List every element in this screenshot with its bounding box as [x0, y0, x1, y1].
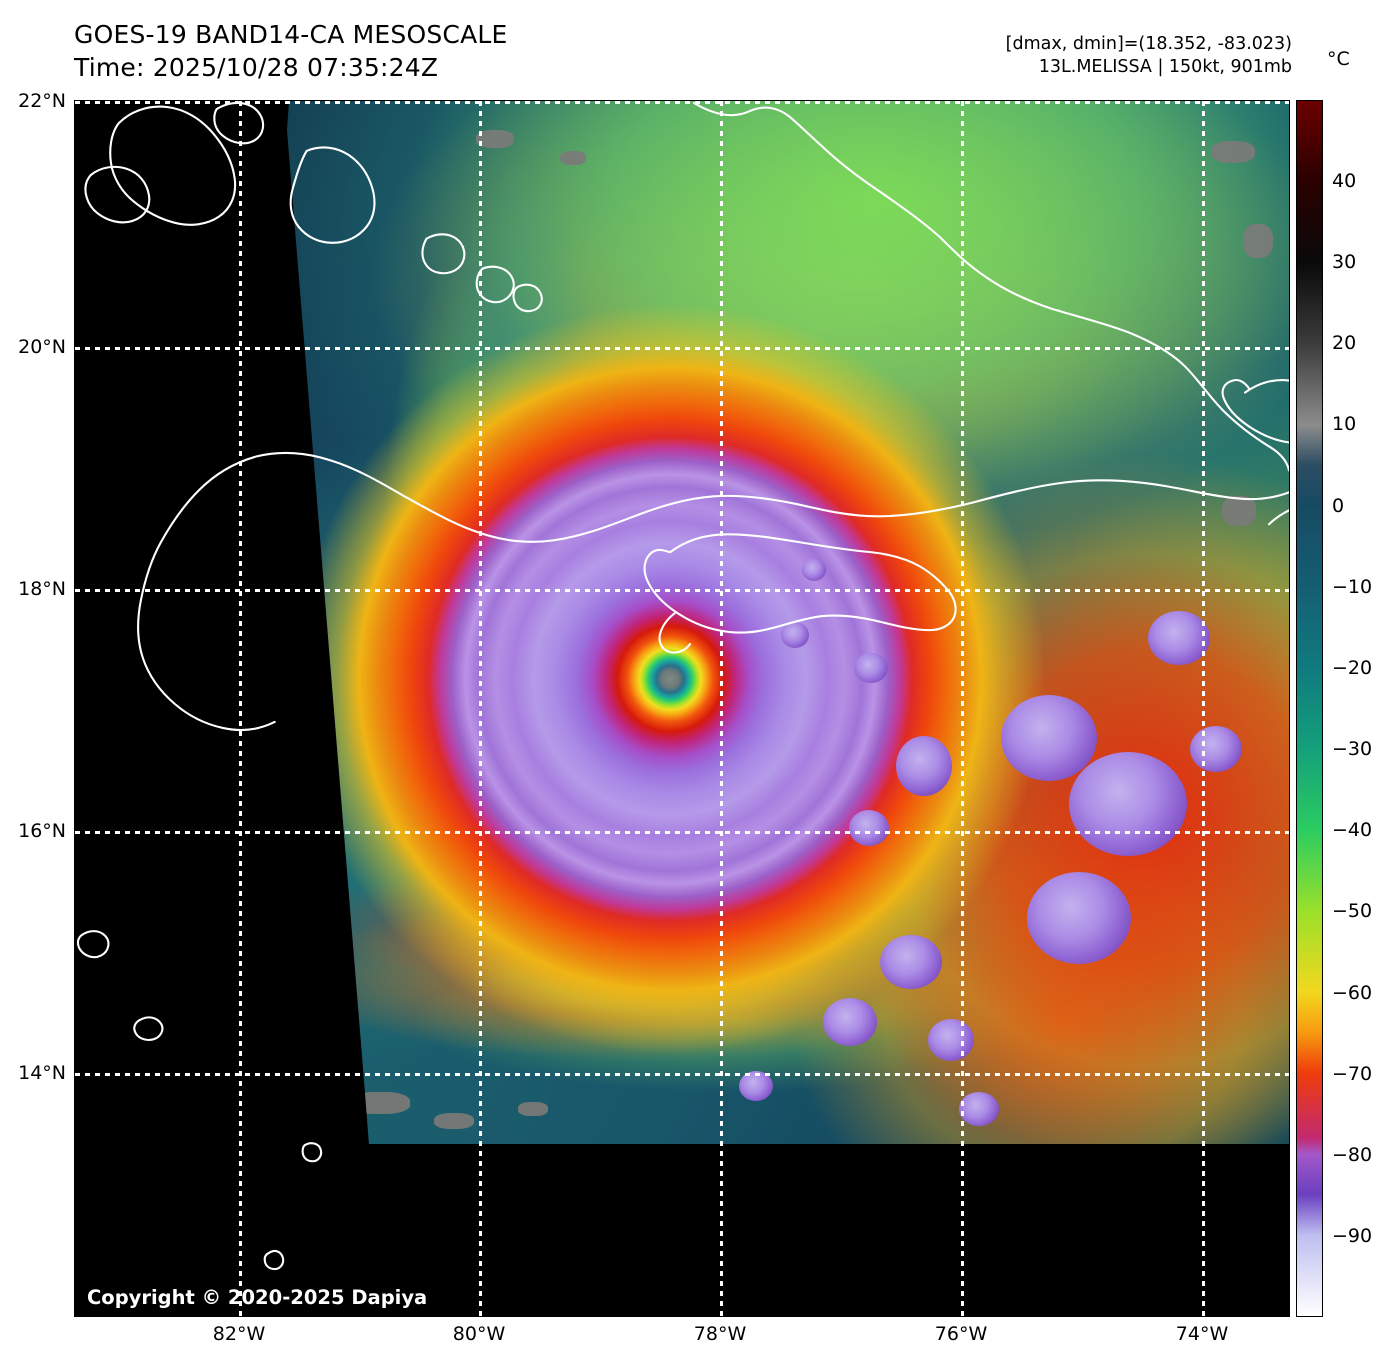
convective-cell [822, 997, 877, 1046]
gridline-longitude-74w [1202, 101, 1205, 1316]
convective-cell [896, 736, 952, 797]
satellite-image-plot[interactable]: Copyright © 2020-2025 Dapiya [74, 100, 1290, 1317]
cay-outline [133, 1016, 164, 1041]
gridline-latitude-14n [75, 1073, 1289, 1076]
jamaica-coastline [643, 533, 957, 634]
ytick-label: 20°N [18, 336, 66, 358]
key-outline [475, 265, 515, 304]
gridline-latitude-16n [75, 831, 1289, 834]
xtick-label: 76°W [934, 1323, 988, 1345]
xtick-label: 82°W [212, 1323, 266, 1345]
colorbar-tick-label: 20 [1332, 332, 1357, 354]
coastline-overlay [76, 101, 1289, 1271]
hispaniola-coastline-3 [1267, 509, 1289, 526]
gridline-longitude-82w [239, 101, 242, 1316]
gridline-latitude-20n [75, 347, 1289, 350]
convective-cell [1001, 694, 1097, 781]
cay-outline [263, 1249, 285, 1271]
land-pixels [1211, 140, 1255, 163]
jamaica-south-detail [658, 611, 692, 654]
convective-cell [801, 558, 826, 581]
colorbar-tick-label: −10 [1332, 576, 1373, 598]
xtick-label: 78°W [693, 1323, 747, 1345]
land-pixels [1242, 224, 1273, 259]
gridline-longitude-76w [961, 101, 964, 1316]
colorbar-unit-label: °C [1327, 48, 1350, 70]
convective-cell [880, 935, 943, 989]
ytick-label: 22°N [18, 90, 66, 112]
cuba-isla [289, 146, 376, 244]
convective-cell [848, 809, 889, 846]
colorbar-tick-label: −60 [1332, 982, 1373, 1004]
little-cayman-outline [213, 101, 265, 145]
gridline-latitude-18n [75, 589, 1289, 592]
key-outline [512, 283, 543, 313]
land-pixels [1221, 496, 1256, 527]
land-pixels [560, 151, 586, 166]
colorbar-tick-label: −20 [1332, 657, 1373, 679]
colorbar-tick-label: 30 [1332, 251, 1357, 273]
ytick-label: 14°N [18, 1062, 66, 1084]
land-pixels [434, 1112, 474, 1129]
colorbar-tick-label: −50 [1332, 900, 1373, 922]
ytick-label: 18°N [18, 578, 66, 600]
hispaniola-coastline-2 [1221, 379, 1289, 444]
convective-cell [1148, 611, 1210, 666]
gridline-longitude-80w [479, 101, 482, 1316]
colorbar-tick-label: −40 [1332, 819, 1373, 841]
header-title-block: GOES-19 BAND14-CA MESOSCALE Time: 2025/1… [74, 18, 508, 84]
cayman-brac-outline [84, 165, 151, 224]
convective-cell [854, 652, 888, 683]
colorbar-tick-label: −80 [1332, 1144, 1373, 1166]
colorbar-gradient [1297, 101, 1322, 1316]
cay-outline [76, 930, 110, 959]
key-outline [421, 233, 466, 275]
gridline-latitude-22n [75, 101, 1289, 104]
colorbar-tick-label: 0 [1332, 495, 1345, 517]
convective-cell [959, 1091, 999, 1126]
storm-intensity-readout: 13L.MELISSA | 150kt, 901mb [1038, 57, 1292, 77]
colorbar-tick-label: 40 [1332, 170, 1357, 192]
product-time: Time: 2025/10/28 07:35:24Z [74, 53, 439, 82]
colorbar-tick-label: −90 [1332, 1225, 1373, 1247]
xtick-label: 80°W [452, 1323, 506, 1345]
cay-outline [301, 1142, 323, 1163]
ytick-label: 16°N [18, 820, 66, 842]
land-pixels [476, 130, 514, 149]
grand-cayman-outline [109, 105, 237, 226]
gridline-longitude-78w [720, 101, 723, 1316]
plot-inner: Copyright © 2020-2025 Dapiya [75, 101, 1289, 1316]
colorbar[interactable] [1296, 100, 1323, 1317]
cuba-west-coast [137, 541, 276, 731]
colorbar-tick-label: 10 [1332, 413, 1357, 435]
cuba-south-coast [159, 451, 1289, 544]
convective-cell [1027, 872, 1132, 965]
product-title: GOES-19 BAND14-CA MESOSCALE [74, 20, 508, 49]
convective-cell [1190, 726, 1242, 772]
hispaniola-coastline [1244, 379, 1289, 394]
convective-cell [927, 1018, 974, 1061]
convective-cell [780, 621, 809, 648]
satellite-swath [287, 101, 1289, 1144]
colorbar-tick-label: −70 [1332, 1063, 1373, 1085]
xtick-label: 74°W [1175, 1323, 1229, 1345]
land-pixels [518, 1102, 548, 1117]
colorbar-tick-label: −30 [1332, 738, 1373, 760]
copyright-notice: Copyright © 2020-2025 Dapiya [87, 1286, 428, 1309]
header-meta-block: [dmax, dmin]=(18.352, -83.023) 13L.MELIS… [1006, 33, 1292, 79]
convective-cell [1069, 752, 1188, 857]
cuba-coastline [692, 101, 1289, 472]
dmax-dmin-readout: [dmax, dmin]=(18.352, -83.023) [1005, 34, 1292, 54]
